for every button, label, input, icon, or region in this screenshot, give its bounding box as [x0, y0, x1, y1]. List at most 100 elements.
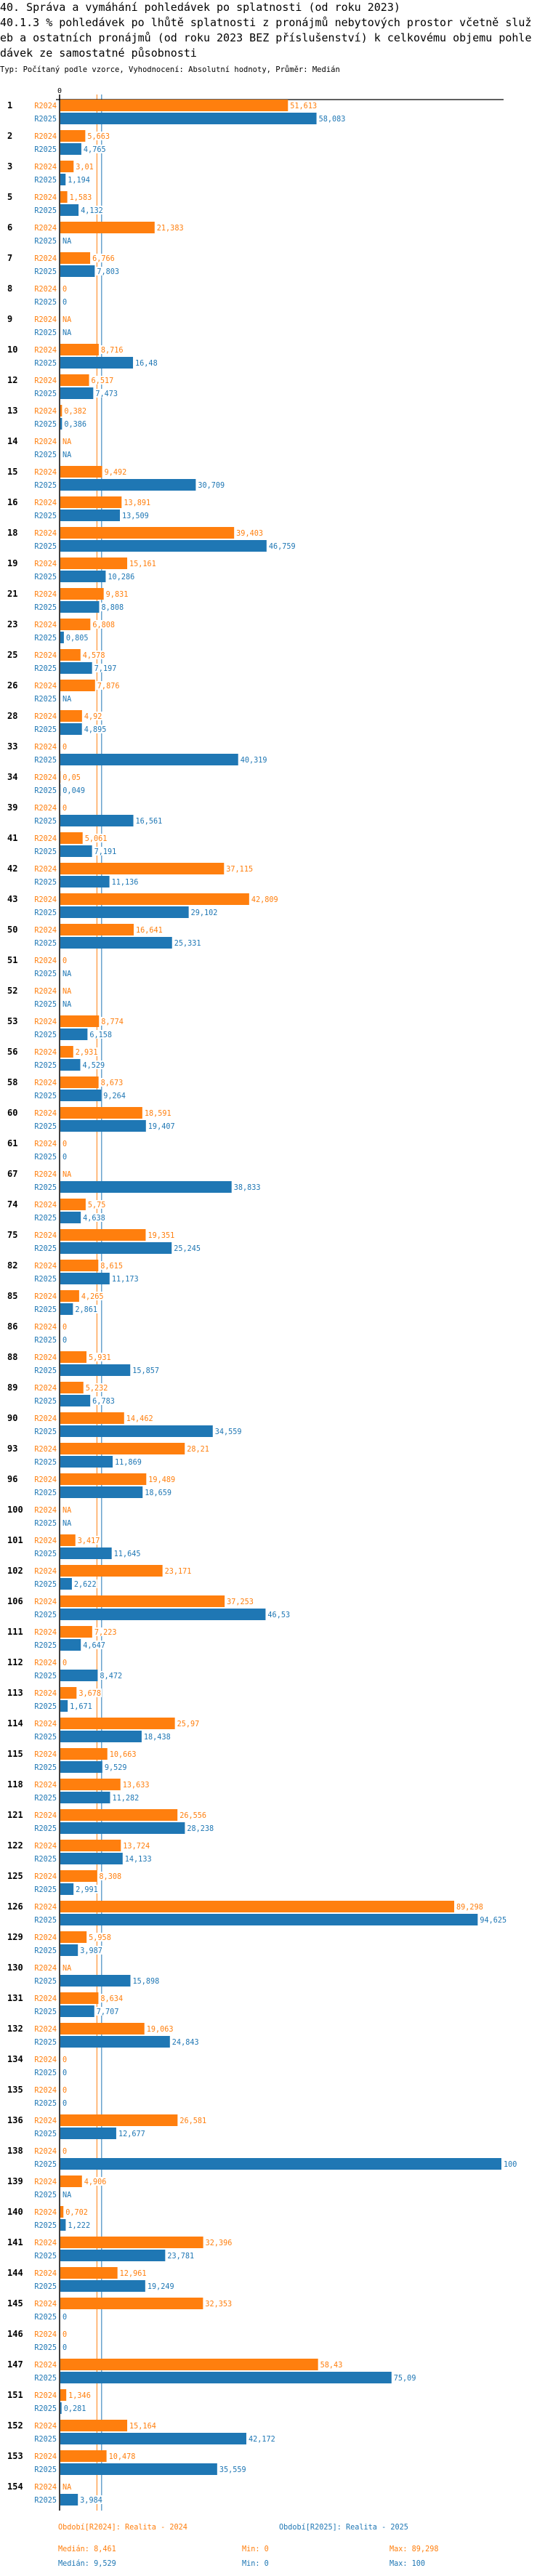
median-stat: Medián: 9,529: [58, 2559, 116, 2568]
series-label: R2024: [34, 1293, 57, 1301]
value-label-bg: [89, 1030, 113, 1039]
value-label: 8,808: [101, 604, 124, 612]
series-label: R2024: [34, 2362, 57, 2370]
series-label: R2024: [34, 1049, 57, 1057]
value-label: 5,958: [89, 1934, 111, 1942]
value-label: 0: [62, 286, 67, 294]
value-label: 0: [62, 2331, 67, 2339]
series-label: R2025: [34, 2253, 57, 2261]
series-label: R2024: [34, 2026, 57, 2034]
value-label: 11,645: [114, 1550, 141, 1558]
bar-r2025: [60, 876, 110, 887]
series-label: R2025: [34, 1856, 57, 1864]
value-label-bg: [214, 1427, 243, 1436]
series-label: R2025: [34, 1764, 57, 1772]
series-label: R2025: [34, 2008, 57, 2016]
value-label: NA: [62, 2191, 71, 2199]
series-label: R2025: [34, 360, 57, 368]
series-label: R2025: [34, 909, 57, 917]
series-label: R2024: [34, 713, 57, 721]
value-label-bg: [62, 1139, 68, 1148]
series-label: R2024: [34, 652, 57, 660]
bar-r2025: [60, 265, 95, 277]
series-label: R2024: [34, 2056, 57, 2064]
value-label: 13,633: [123, 1782, 150, 1790]
bar-r2024: [60, 2298, 203, 2309]
bar-r2024: [60, 1412, 124, 1424]
value-label-bg: [62, 773, 81, 781]
value-label-bg: [82, 1213, 106, 1222]
value-label: 6,766: [92, 255, 115, 263]
bar-r2025: [60, 1670, 98, 1681]
value-label-bg: [173, 938, 202, 947]
category-label: 118: [7, 1779, 23, 1790]
value-label-bg: [62, 999, 73, 1008]
series-label: R2025: [34, 512, 57, 520]
value-label: 28,21: [187, 1446, 209, 1454]
value-label-bg: [62, 1335, 68, 1344]
value-label-bg: [114, 1457, 142, 1466]
value-label: 18,591: [145, 1110, 171, 1118]
series-label: R2025: [34, 757, 57, 765]
bar-r2025: [60, 1120, 146, 1132]
series-label: R2025: [34, 1917, 57, 1925]
value-label-bg: [75, 1885, 99, 1893]
value-label: 4,638: [83, 1215, 105, 1223]
value-label-bg: [179, 1811, 208, 1819]
value-label: 15,857: [132, 1367, 159, 1375]
category-label: 113: [7, 1688, 23, 1698]
bar-r2025: [60, 479, 196, 491]
value-label-bg: [95, 2007, 120, 2016]
x-tick-label: 0: [57, 87, 62, 95]
bar-r2024: [60, 1626, 92, 1638]
value-label: 0,049: [62, 787, 85, 795]
category-label: 115: [7, 1749, 23, 1759]
value-label: 3,984: [80, 2497, 102, 2505]
value-label: NA: [62, 1965, 71, 1973]
series-label: R2024: [34, 2453, 57, 2461]
value-label-bg: [62, 437, 73, 446]
value-label: 21,383: [157, 225, 184, 233]
value-label-bg: [132, 1976, 161, 1985]
bar-r2024: [60, 1718, 175, 1729]
value-label: 18,659: [145, 1489, 171, 1497]
series-label: R2025: [34, 1428, 57, 1436]
series-label: R2024: [34, 896, 57, 904]
value-label-bg: [74, 1305, 99, 1313]
value-label: 8,615: [100, 1263, 123, 1271]
bar-r2025: [60, 174, 66, 185]
value-label: 7,197: [94, 665, 117, 673]
value-label-bg: [235, 528, 265, 537]
value-label-bg: [110, 877, 140, 886]
value-label: 4,765: [84, 146, 106, 154]
bar-r2024: [60, 161, 74, 172]
series-label: R2024: [34, 1354, 57, 1362]
category-label: 12: [7, 375, 17, 385]
value-label-bg: [62, 694, 73, 703]
value-label: 3,987: [80, 1947, 102, 1955]
value-label-bg: [62, 2098, 68, 2107]
value-label-bg: [93, 1627, 118, 1636]
bar-r2024: [60, 1931, 87, 1943]
series-label: R2025: [34, 726, 57, 734]
value-label: 19,407: [148, 1123, 175, 1131]
category-label: 14: [7, 436, 17, 446]
value-label: 46,759: [269, 543, 296, 551]
min-stat: Min: 0: [242, 2560, 269, 2568]
value-label-bg: [100, 1261, 124, 1270]
value-label-bg: [179, 2116, 208, 2125]
series-label: R2024: [34, 1629, 57, 1637]
category-label: 82: [7, 1260, 17, 1271]
value-label: 3,417: [78, 1537, 100, 1545]
series-label: R2024: [34, 2087, 57, 2095]
value-label-bg: [83, 2177, 108, 2186]
bar-r2025: [60, 1456, 113, 1468]
series-label: R2025: [34, 1642, 57, 1650]
value-label-bg: [62, 450, 73, 459]
value-label-bg: [186, 1824, 215, 1832]
series-label: R2025: [34, 1062, 57, 1070]
value-label-bg: [62, 803, 68, 812]
series-label: R2025: [34, 2436, 57, 2444]
series-label: R2024: [34, 133, 57, 141]
bar-r2024: [60, 1076, 99, 1088]
